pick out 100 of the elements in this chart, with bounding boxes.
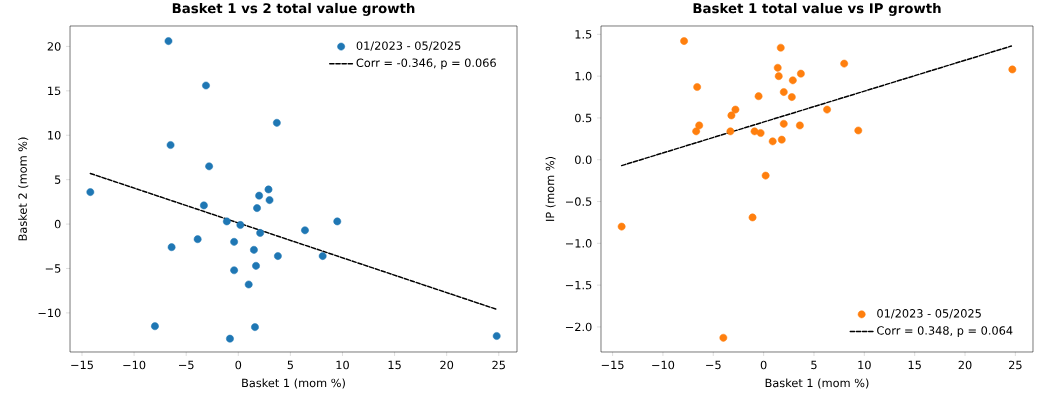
x-tick-label: 0 bbox=[760, 360, 767, 370]
point bbox=[492, 332, 501, 340]
point bbox=[823, 105, 831, 114]
point bbox=[151, 322, 159, 331]
point bbox=[244, 280, 253, 289]
point bbox=[230, 237, 238, 246]
point bbox=[797, 69, 805, 78]
x-tick-label: −10 bbox=[123, 360, 146, 370]
x-tick-label: 15 bbox=[908, 360, 921, 370]
point bbox=[731, 105, 740, 114]
point bbox=[726, 127, 735, 136]
point bbox=[773, 63, 782, 72]
point bbox=[166, 141, 175, 149]
point bbox=[779, 119, 788, 128]
point bbox=[164, 37, 173, 45]
point bbox=[202, 81, 210, 90]
point bbox=[193, 235, 202, 244]
point bbox=[253, 204, 261, 212]
y-tick-label: −1.0 bbox=[565, 239, 592, 248]
point bbox=[205, 162, 213, 171]
x-tick-label: −15 bbox=[71, 360, 93, 370]
point bbox=[1008, 65, 1017, 74]
point bbox=[333, 217, 342, 226]
point bbox=[761, 171, 770, 180]
y-tick-label: −0.5 bbox=[565, 197, 592, 206]
point bbox=[787, 93, 796, 101]
legend-label: 01/2023 - 05/2025 bbox=[356, 41, 461, 51]
legend-label: Corr = -0.346, p = 0.066 bbox=[356, 58, 496, 70]
x-tick-label: 25 bbox=[492, 360, 505, 370]
y-tick-label: −10 bbox=[38, 308, 61, 318]
point bbox=[222, 217, 231, 226]
x-tick-label: 5 bbox=[287, 360, 293, 370]
point bbox=[251, 323, 259, 331]
point bbox=[252, 261, 260, 270]
point bbox=[750, 127, 759, 136]
point bbox=[693, 83, 702, 91]
point bbox=[226, 334, 234, 343]
point bbox=[779, 88, 788, 96]
chart-title: Basket 1 total value vs IP growth bbox=[693, 2, 941, 16]
x-tick-label: 5 bbox=[811, 360, 817, 370]
legend-label: 01/2023 - 05/2025 bbox=[877, 309, 981, 319]
point bbox=[788, 76, 797, 85]
point bbox=[272, 118, 281, 127]
point bbox=[86, 188, 95, 196]
point bbox=[777, 135, 786, 144]
x-tick-label: −10 bbox=[652, 360, 675, 370]
x-tick-label: 0 bbox=[235, 360, 242, 370]
x-axis-title: Basket 1 (mom %) bbox=[765, 378, 869, 389]
x-tick-label: 10 bbox=[858, 360, 871, 370]
y-tick-label: −1.5 bbox=[565, 280, 592, 290]
point bbox=[727, 111, 736, 120]
point bbox=[796, 121, 804, 130]
y-axis-title: IP (mom %) bbox=[545, 156, 556, 221]
point bbox=[167, 243, 176, 252]
x-tick-label: −5 bbox=[706, 360, 721, 370]
point bbox=[748, 213, 757, 222]
x-tick-label: 25 bbox=[1009, 360, 1022, 370]
point bbox=[840, 59, 849, 68]
point bbox=[754, 92, 763, 101]
y-tick-label: 15 bbox=[48, 86, 61, 96]
y-tick-label: 0 bbox=[54, 219, 61, 229]
point bbox=[680, 37, 688, 45]
point bbox=[255, 191, 263, 200]
x-tick-label: 10 bbox=[336, 360, 349, 370]
point bbox=[274, 252, 282, 260]
y-axis-title: Basket 2 (mom %) bbox=[18, 137, 29, 241]
point bbox=[318, 252, 327, 260]
point bbox=[768, 137, 777, 146]
x-tick-label: 20 bbox=[440, 360, 454, 370]
point bbox=[236, 221, 245, 229]
point bbox=[256, 229, 265, 237]
point bbox=[301, 226, 309, 235]
y-tick-label: −2.0 bbox=[565, 322, 592, 332]
y-tick-label: 10 bbox=[48, 130, 61, 140]
point bbox=[230, 266, 238, 275]
point bbox=[854, 126, 863, 135]
point bbox=[200, 201, 208, 210]
point bbox=[719, 333, 728, 342]
point bbox=[776, 43, 785, 52]
legend-label: Corr = 0.348, p = 0.064 bbox=[877, 326, 1013, 337]
point bbox=[756, 129, 765, 137]
point bbox=[692, 127, 701, 136]
y-tick-label: 20 bbox=[47, 42, 61, 51]
y-tick-label: 0.0 bbox=[575, 155, 592, 165]
y-tick-label: 0.5 bbox=[575, 113, 592, 123]
y-tick-label: 1.5 bbox=[575, 30, 592, 39]
y-tick-label: 5 bbox=[54, 175, 61, 184]
point bbox=[250, 245, 258, 254]
point bbox=[617, 222, 626, 231]
x-tick-label: −5 bbox=[179, 360, 194, 370]
x-tick-label: 20 bbox=[958, 360, 972, 370]
x-axis-title: Basket 1 (mom %) bbox=[242, 378, 345, 389]
point bbox=[265, 196, 274, 204]
y-tick-label: −5 bbox=[45, 264, 61, 273]
point bbox=[774, 72, 783, 81]
x-tick-label: −15 bbox=[601, 360, 624, 370]
point bbox=[264, 185, 273, 194]
y-tick-label: 1.0 bbox=[575, 71, 592, 81]
chart-title: Basket 1 vs 2 total value growth bbox=[172, 2, 415, 16]
point bbox=[695, 121, 704, 130]
